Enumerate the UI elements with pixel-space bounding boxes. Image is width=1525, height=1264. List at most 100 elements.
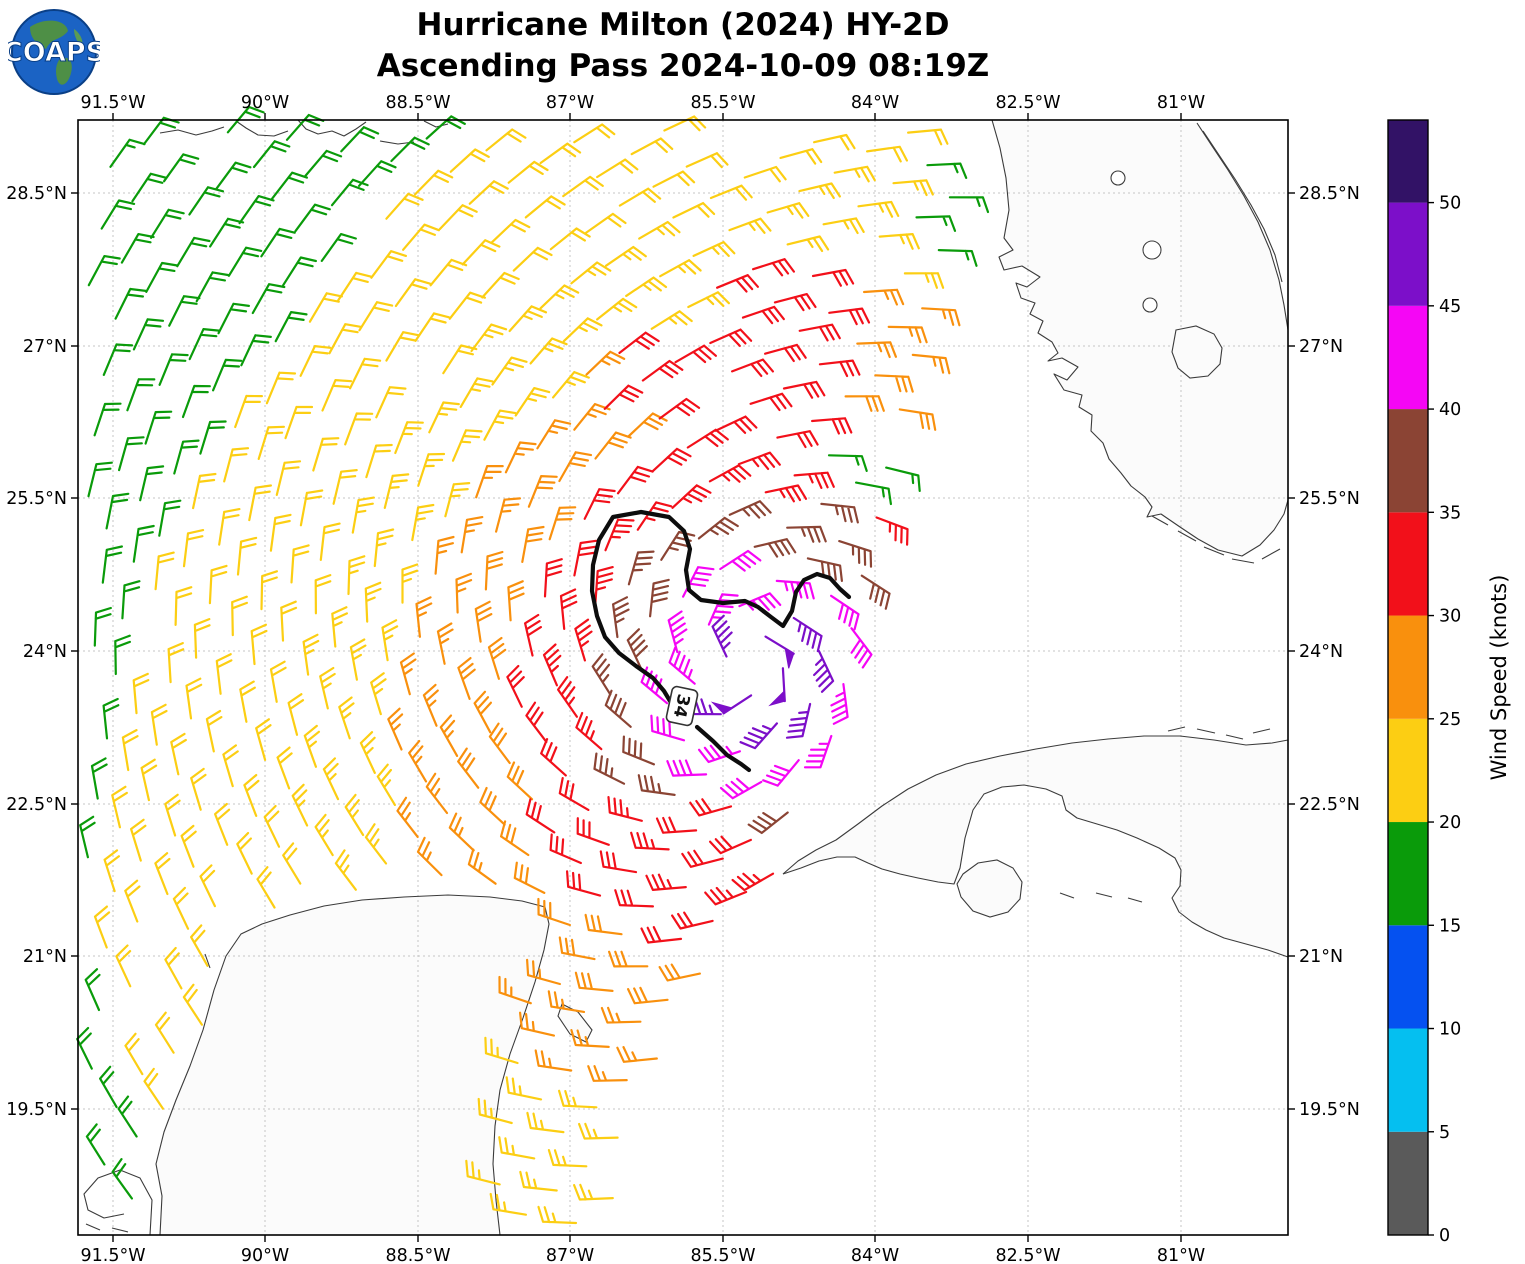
wind-barb <box>537 1205 578 1225</box>
wind-barb <box>132 318 165 351</box>
coaps-logo: COAPS <box>2 5 106 97</box>
wind-barb <box>714 415 758 434</box>
colorbar-tick-label: 35 <box>1439 503 1461 523</box>
wind-barb <box>238 195 275 225</box>
wind-barb <box>428 401 460 434</box>
wind-barb <box>338 696 355 740</box>
wind-barb <box>487 636 507 680</box>
wind-barb <box>188 186 225 216</box>
wind-barb <box>131 172 167 203</box>
wind-barb <box>319 522 341 561</box>
wind-barb <box>719 777 763 800</box>
wind-barb <box>574 618 593 662</box>
wind-barb <box>415 596 433 638</box>
logo-text: COAPS <box>8 37 100 68</box>
wind-barb <box>798 182 841 200</box>
wind-barb <box>121 729 139 772</box>
wind-barb <box>255 718 272 761</box>
colorbar-border <box>1387 119 1429 1236</box>
wind-barb <box>668 646 696 685</box>
colorbar-tick-label: 50 <box>1439 194 1461 214</box>
wind-barb <box>504 441 537 474</box>
wind-barb <box>562 175 604 198</box>
wind-barb <box>394 278 432 308</box>
wind-barb <box>260 227 296 258</box>
wind-barb <box>616 465 654 495</box>
wind-barb <box>596 158 639 179</box>
wind-barb <box>260 570 278 611</box>
contour-label-box <box>665 685 699 727</box>
wind-barb <box>248 484 272 522</box>
contour-label-text: 34 <box>669 692 694 719</box>
wind-barb <box>188 328 220 361</box>
coastline <box>1127 897 1143 903</box>
wind-barb <box>375 386 407 419</box>
colorbar-segment <box>1388 615 1428 719</box>
wind-barb <box>250 623 268 666</box>
wind-barb <box>671 911 714 930</box>
y-tick-label-right: 27°N <box>1299 337 1343 357</box>
wind-barb <box>663 115 707 132</box>
wind-barb-pennant <box>710 701 734 715</box>
wind-barb <box>507 580 525 622</box>
wind-barb <box>223 447 250 483</box>
track-34kt-contour <box>589 509 852 704</box>
wind-barb <box>526 1111 565 1134</box>
wind-barb <box>192 472 217 510</box>
wind-barb <box>100 199 136 230</box>
wind-barb <box>102 697 120 740</box>
wind-barb <box>328 323 362 355</box>
coastline <box>85 1223 101 1231</box>
y-tick-label-left: 24°N <box>23 642 67 662</box>
wind-barb <box>236 536 258 576</box>
wind-barb <box>269 513 292 552</box>
wind-barb <box>640 926 683 944</box>
wind-barb <box>459 377 494 408</box>
wind-barb <box>347 555 366 596</box>
wind-barb <box>907 128 949 146</box>
wind-barb <box>114 634 131 676</box>
wind-barb <box>270 171 308 200</box>
coastline <box>83 1169 153 1236</box>
wind-barb <box>636 501 673 531</box>
wind-barb <box>358 301 394 332</box>
wind-barb <box>294 203 331 233</box>
wind-barb <box>385 192 424 220</box>
wind-barb <box>630 137 674 156</box>
wind-barb <box>322 757 340 801</box>
wind-barb <box>549 833 582 865</box>
wind-barb <box>558 936 596 961</box>
wind-barb <box>709 328 753 347</box>
wind-barb <box>584 913 623 936</box>
wind-barb <box>828 307 871 326</box>
wind-barb <box>652 170 696 188</box>
y-tick-label-left: 27°N <box>23 337 67 357</box>
wind-barb <box>439 714 459 757</box>
wind-barb <box>574 971 614 992</box>
wind-barb <box>709 184 753 201</box>
colorbar-tick-label: 5 <box>1439 1123 1450 1143</box>
wind-barb <box>303 724 320 768</box>
wind-barb <box>182 983 203 1026</box>
wind-barb <box>570 261 612 285</box>
wind-barb <box>199 420 227 455</box>
wind-barb-layer <box>76 105 990 1225</box>
wind-barb <box>737 451 781 470</box>
wind-barb <box>626 628 648 672</box>
wind-barb <box>792 616 823 653</box>
colorbar-segment <box>1388 1131 1428 1235</box>
wind-barb <box>359 731 376 774</box>
wind-barb <box>686 428 729 449</box>
wind-barb <box>291 783 309 827</box>
y-tick-label-right: 22.5°N <box>1299 795 1360 815</box>
wind-barb <box>364 823 388 865</box>
wind-barb <box>764 484 808 503</box>
wind-barb <box>519 1011 555 1037</box>
wind-barb <box>576 817 610 846</box>
wind-barb <box>460 516 484 554</box>
colorbar-segment <box>1388 925 1428 1029</box>
wind-barb <box>299 345 332 377</box>
wind-barb <box>875 516 909 546</box>
x-tick-label-bottom: 88.5°W <box>385 1246 450 1264</box>
wind-barb <box>818 359 861 378</box>
